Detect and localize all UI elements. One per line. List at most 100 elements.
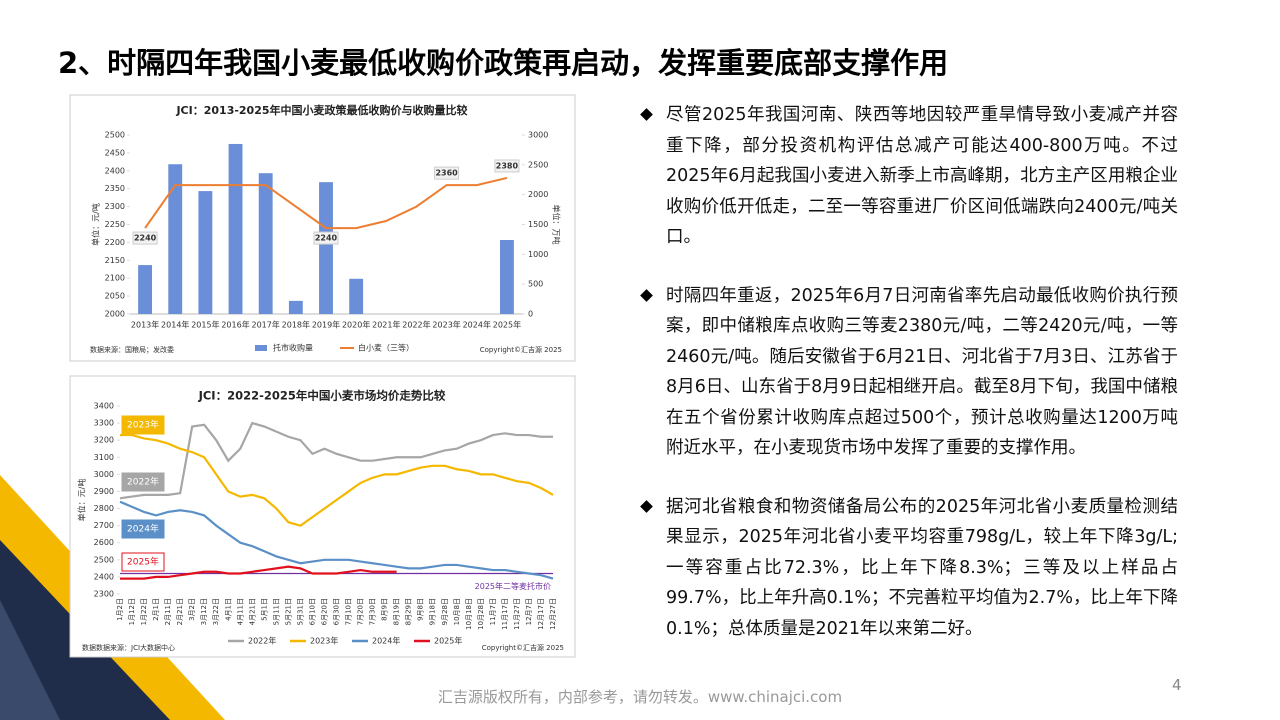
y-axis-label: 单位：元/吨 [77, 479, 87, 522]
y2-tick-label: 2500 [528, 160, 548, 169]
x-tick-label: 2014年 [161, 320, 189, 330]
decor-navy-light [0, 600, 60, 720]
line [144, 176, 508, 230]
x-tick-label: 10月8日 [453, 598, 461, 625]
series-tag [121, 415, 165, 435]
x-tick-label: 3月2日 [188, 598, 196, 621]
x-tick-label: 12月17日 [537, 598, 545, 630]
bar [228, 143, 243, 314]
x-tick-label: 2016年 [221, 320, 249, 330]
x-tick-label: 3月12日 [200, 598, 208, 625]
x-tick-label: 6月30日 [333, 598, 341, 625]
x-tick-label: 2023年 [432, 320, 460, 330]
data-label: 2240 [315, 234, 338, 243]
x-tick-label: 9月8日 [417, 598, 425, 621]
x-tick-label: 6月20日 [320, 598, 328, 625]
x-tick-label: 2021年 [372, 320, 400, 330]
legend-label: 2025年 [434, 636, 462, 646]
x-tick-label: 11月17日 [501, 598, 509, 630]
chart-title: JCI：2013-2025年中国小麦政策最低收购价与收购量比较 [175, 103, 467, 117]
source-note: 数据数据来源：JCI大数据中心 [82, 643, 175, 652]
x-tick-label: 8月19日 [393, 598, 401, 625]
y-tick-label: 3300 [94, 419, 114, 428]
x-tick-label: 4月11日 [236, 598, 244, 625]
legend-label: 2024年 [372, 636, 400, 646]
bullet: 尽管2025年我国河南、陕西等地因较严重旱情导致小麦减产并容重下降，部分投资机构… [638, 100, 1178, 253]
x-tick-label: 5月31日 [296, 598, 304, 625]
x-tick-label: 2月1日 [152, 598, 160, 621]
y2-tick-label: 1000 [528, 250, 548, 259]
line [119, 500, 554, 580]
line [119, 421, 553, 500]
x-tick-label: 9月18日 [429, 598, 437, 625]
y-tick-label: 2000 [105, 310, 125, 319]
x-tick-label: 1月22日 [140, 598, 148, 625]
series-tag-label: 2025年 [127, 556, 159, 568]
y-tick-label: 2300 [94, 590, 114, 599]
series-tag-label: 2022年 [127, 476, 159, 488]
bullet-list: 尽管2025年我国河南、陕西等地因较严重旱情导致小麦减产并容重下降，部分投资机构… [638, 100, 1178, 672]
page-number: 4 [1172, 676, 1182, 694]
series-tag-label: 2024年 [127, 523, 159, 535]
x-tick-label: 2015年 [191, 320, 219, 330]
x-tick-label: 2013年 [131, 320, 159, 330]
x-tick-label: 10月18日 [465, 598, 473, 630]
x-tick-label: 5月21日 [284, 598, 292, 625]
y2-tick-label: 1500 [528, 220, 548, 229]
y-tick-label: 2500 [94, 555, 114, 564]
series-tag-label: 2023年 [127, 419, 159, 431]
x-tick-label: 11月7日 [489, 598, 497, 625]
y-tick-label: 2050 [105, 292, 125, 301]
y2-tick-label: 3000 [528, 131, 548, 140]
x-tick-label: 9月28日 [441, 598, 449, 625]
x-tick-label: 8月9日 [381, 598, 389, 621]
slide-title: 2、时隔四年我国小麦最低收购价政策再启动，发挥重要底部支撑作用 [58, 46, 949, 80]
y-tick-label: 2500 [105, 131, 125, 140]
bar [138, 265, 153, 314]
x-tick-label: 7月20日 [357, 598, 365, 625]
series-tag [121, 519, 165, 539]
copyright: Copyright©汇吉源 2025 [482, 643, 564, 652]
x-tick-label: 5月11日 [272, 598, 280, 625]
x-tick-label: 10月28日 [477, 598, 485, 630]
x-tick-label: 2月11日 [164, 598, 172, 625]
y-tick-label: 3100 [94, 453, 114, 462]
reference-label: 2025年二等麦托市价 [475, 581, 551, 591]
y-tick-label: 2350 [105, 184, 125, 193]
y-tick-label: 2700 [94, 521, 114, 530]
x-tick-label: 2月21日 [176, 598, 184, 625]
bar [349, 278, 364, 314]
line [120, 565, 397, 580]
x-tick-label: 4月1日 [224, 598, 232, 621]
y2-axis-label: 单位：万吨 [552, 205, 562, 245]
y-tick-label: 2400 [94, 572, 114, 581]
footer: 汇吉源版权所有，内部参考，请勿转发。www.chinajci.com [437, 688, 843, 706]
y-tick-label: 2900 [94, 487, 114, 496]
x-tick-label: 5月1日 [260, 598, 268, 621]
x-tick-label: 4月21日 [248, 598, 256, 625]
bullet: 时隔四年重返，2025年6月7日河南省率先启动最低收购价执行预案，即中储粮库点收… [638, 281, 1178, 464]
source-note: 数据来源：国粮局；发改委 [90, 345, 174, 354]
x-tick-label: 8月29日 [405, 598, 413, 625]
line [120, 433, 554, 527]
x-tick-label: 7月10日 [345, 598, 353, 625]
copyright: Copyright©汇吉源 2025 [480, 345, 562, 354]
y-tick-label: 2800 [94, 504, 114, 513]
y-tick-label: 2100 [105, 274, 125, 283]
bar [499, 240, 514, 314]
y-tick-label: 3000 [94, 470, 114, 479]
bar [198, 191, 213, 314]
y-tick-label: 2250 [105, 220, 125, 229]
y-tick-label: 2600 [94, 538, 114, 547]
chart-title: JCI：2022-2025年中国小麦市场均价走势比较 [198, 389, 446, 403]
y-tick-label: 2300 [105, 202, 125, 211]
y-tick-label: 2150 [105, 256, 125, 265]
bullet: 据河北省粮食和物资储备局公布的2025年河北省小麦质量检测结果显示，2025年河… [638, 492, 1178, 645]
series-tag [121, 472, 165, 492]
legend-label: 2023年 [310, 636, 338, 646]
y-axis-label: 单位：元/吨 [91, 203, 101, 246]
x-tick-label: 3月22日 [212, 598, 220, 625]
bar [319, 182, 333, 314]
